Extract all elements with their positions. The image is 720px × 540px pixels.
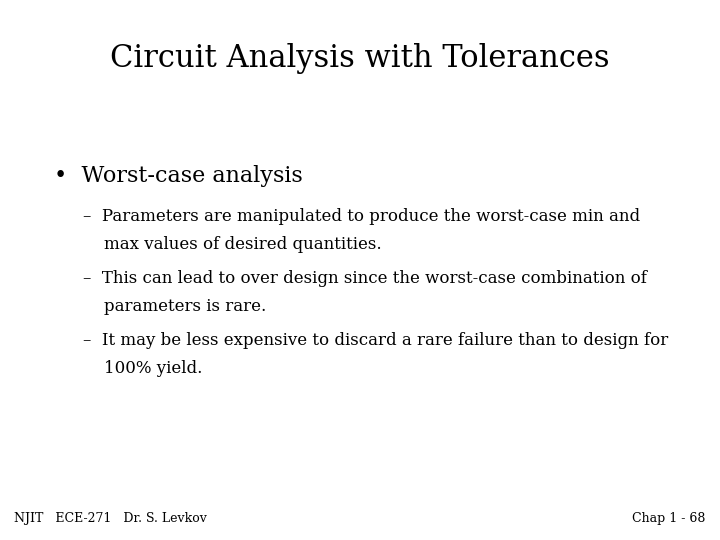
Text: 100% yield.: 100% yield. <box>83 360 202 377</box>
Text: Circuit Analysis with Tolerances: Circuit Analysis with Tolerances <box>110 43 610 74</box>
Text: •  Worst-case analysis: • Worst-case analysis <box>54 165 302 187</box>
Text: –  It may be less expensive to discard a rare failure than to design for: – It may be less expensive to discard a … <box>83 332 668 349</box>
Text: NJIT   ECE-271   Dr. S. Levkov: NJIT ECE-271 Dr. S. Levkov <box>14 512 207 525</box>
Text: parameters is rare.: parameters is rare. <box>83 298 266 315</box>
Text: max values of desired quantities.: max values of desired quantities. <box>83 236 382 253</box>
Text: –  This can lead to over design since the worst-case combination of: – This can lead to over design since the… <box>83 270 647 287</box>
Text: –  Parameters are manipulated to produce the worst-case min and: – Parameters are manipulated to produce … <box>83 208 640 225</box>
Text: Chap 1 - 68: Chap 1 - 68 <box>632 512 706 525</box>
